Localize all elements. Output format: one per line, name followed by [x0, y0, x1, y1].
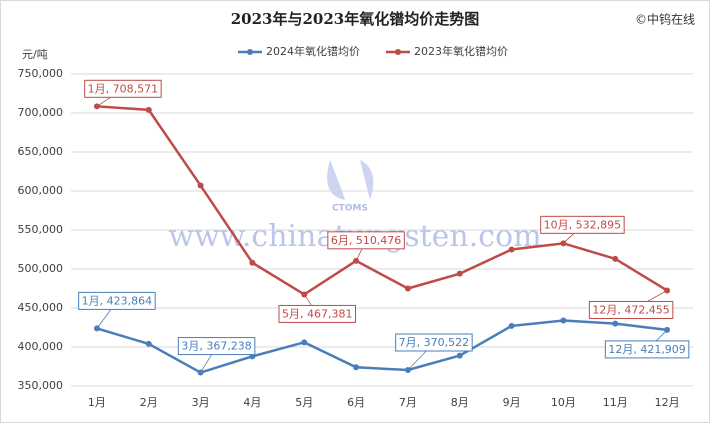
- y-tick-label: 400,000: [18, 340, 64, 353]
- x-tick-label: 10月: [551, 396, 576, 409]
- label-box: [540, 215, 625, 234]
- data-label: 6月, 510,476: [331, 234, 401, 247]
- logo-mark: [327, 160, 374, 200]
- data-point: [508, 322, 515, 329]
- x-tick-label: 7月: [399, 396, 417, 409]
- data-point: [249, 259, 256, 266]
- y-tick-label: 550,000: [18, 223, 64, 236]
- data-point: [560, 317, 567, 324]
- x-tick-label: 4月: [243, 396, 261, 409]
- x-tick-label: 2月: [140, 396, 158, 409]
- y-tick-label: 350,000: [18, 379, 64, 392]
- data-point: [456, 270, 463, 277]
- series-line: [96, 319, 668, 374]
- x-tick-label: 8月: [451, 396, 469, 409]
- y-tick-label: 750,000: [18, 67, 64, 80]
- data-label: 3月, 367,238: [181, 340, 251, 353]
- data-label: 1月, 708,571: [88, 82, 158, 95]
- data-point: [145, 340, 152, 347]
- label-box: [327, 231, 405, 250]
- chart-title: 2023年与2023年氧化镨均价走势图: [231, 10, 480, 28]
- label-box: [604, 340, 690, 359]
- label-box: [588, 300, 674, 319]
- x-tick-label: 3月: [192, 396, 210, 409]
- legend-label: 2024年氧化镨均价: [266, 44, 360, 58]
- x-tick-label: 5月: [295, 396, 313, 409]
- credit: ©中钨在线: [635, 12, 695, 27]
- data-point: [145, 106, 152, 113]
- x-tick-label: 1月: [88, 396, 106, 409]
- y-tick-label: 450,000: [18, 301, 64, 314]
- data-point: [612, 320, 619, 327]
- x-tick-label: 12月: [655, 396, 680, 409]
- data-label: 5月, 467,381: [282, 307, 352, 320]
- legend-label: 2023年氧化镨均价: [414, 44, 508, 58]
- label-box: [84, 79, 162, 98]
- legend-marker: [395, 49, 401, 55]
- data-label: 10月, 532,895: [544, 218, 621, 231]
- data-point: [456, 352, 463, 359]
- x-tick-label: 9月: [503, 396, 521, 409]
- logo-text: CTOMS: [332, 204, 368, 214]
- series-line: [96, 105, 668, 296]
- y-tick-label: 700,000: [18, 106, 64, 119]
- label-box: [278, 304, 356, 323]
- y-axis-label: 元/吨: [22, 48, 48, 61]
- data-point: [197, 182, 204, 189]
- label-box: [177, 337, 256, 356]
- data-point: [353, 364, 360, 371]
- data-point: [508, 246, 515, 253]
- data-point: [404, 285, 411, 292]
- y-tick-label: 500,000: [18, 262, 64, 275]
- x-tick-label: 11月: [603, 396, 628, 409]
- data-label: 12月, 472,455: [592, 303, 669, 316]
- x-tick-label: 6月: [347, 396, 365, 409]
- y-tick-label: 600,000: [18, 184, 64, 197]
- label-box: [78, 291, 156, 310]
- legend-marker: [247, 49, 253, 55]
- label-box: [395, 333, 473, 352]
- data-label: 1月, 423,864: [82, 294, 152, 307]
- data-label: 12月, 421,909: [608, 343, 685, 356]
- data-point: [301, 339, 308, 346]
- data-label: 7月, 370,522: [399, 336, 469, 349]
- data-point: [612, 255, 619, 262]
- y-tick-label: 650,000: [18, 145, 64, 158]
